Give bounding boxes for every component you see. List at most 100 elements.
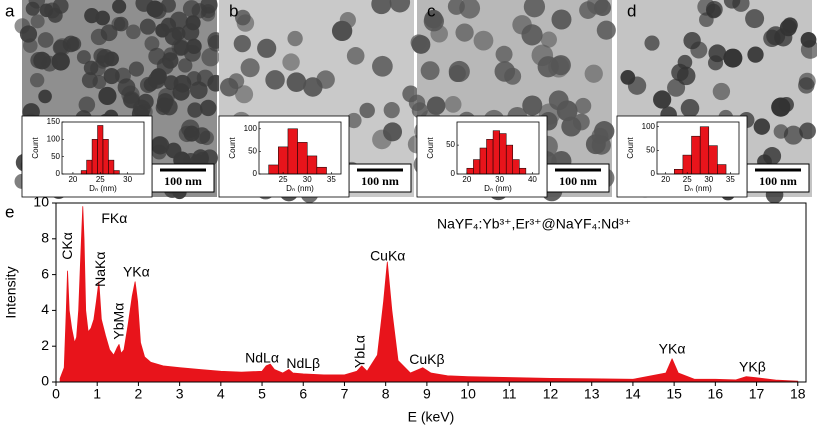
x-tick-label: 25 xyxy=(683,175,692,184)
x-tick-label: 9 xyxy=(423,386,431,402)
y-tick-label: 0 xyxy=(651,169,656,178)
nanoparticle xyxy=(112,0,127,14)
x-tick-label: 25 xyxy=(96,175,105,184)
inset-box xyxy=(616,115,748,198)
x-tick-label: 12 xyxy=(543,386,559,402)
nanoparticle xyxy=(644,35,660,51)
nanoparticle xyxy=(178,58,193,73)
histogram-bar xyxy=(479,147,487,175)
nanoparticle xyxy=(181,23,200,41)
inset-axes xyxy=(456,121,540,175)
x-tick-label: 30 xyxy=(495,175,504,184)
histogram-bar xyxy=(466,167,474,175)
x-tick-label: 35 xyxy=(726,175,735,184)
nanoparticle xyxy=(19,25,38,43)
y-tick-label: 0 xyxy=(56,169,61,178)
nanoparticle xyxy=(522,95,543,116)
inset-axes xyxy=(61,121,145,175)
x-tick-label: 6 xyxy=(299,386,307,402)
nanoparticle xyxy=(683,31,701,50)
nanoparticle xyxy=(723,48,743,68)
peak-label: YKβ xyxy=(739,358,766,374)
nanoparticle xyxy=(763,147,782,166)
nanoparticle xyxy=(778,96,794,113)
nanoparticle xyxy=(164,27,183,46)
x-tick-label: 8 xyxy=(382,386,390,402)
x-tick-label: 5 xyxy=(258,386,266,402)
nanoparticle xyxy=(408,94,426,112)
x-tick-label: 2 xyxy=(135,386,143,402)
x-tick-label: 15 xyxy=(666,386,682,402)
nanoparticle xyxy=(371,0,392,15)
x-tick-label: 25 xyxy=(279,175,288,184)
nanoparticle xyxy=(783,125,803,145)
nanoparticle xyxy=(182,0,201,18)
nanoparticle xyxy=(169,11,188,30)
x-tick-label: 1 xyxy=(93,386,101,402)
histogram-bar xyxy=(519,167,527,175)
nanoparticle xyxy=(98,86,117,106)
x-tick-label: 30 xyxy=(704,175,713,184)
nanoparticle xyxy=(52,39,69,56)
nanoparticle xyxy=(680,98,700,118)
nanoparticle xyxy=(287,30,303,47)
histogram-bar xyxy=(674,169,684,175)
histogram-bar xyxy=(486,139,494,175)
inset-box xyxy=(21,115,153,198)
nanoparticle xyxy=(151,144,167,160)
nanoparticle xyxy=(30,14,45,29)
nanoparticle xyxy=(139,18,156,35)
scale-bar-label: 100 nm xyxy=(361,174,399,188)
y-axis-label: Count xyxy=(31,137,40,159)
nanoparticle xyxy=(551,9,572,30)
peak-label: NdLα xyxy=(245,349,279,365)
y-tick-label: 50 xyxy=(248,147,257,156)
peak-label: YbMα xyxy=(111,303,127,340)
x-tick-label: 7 xyxy=(341,386,349,402)
panel-label: b xyxy=(229,1,238,20)
peak-label: CKα xyxy=(59,232,75,260)
y-tick-label: 50 xyxy=(51,152,60,161)
nanoparticle xyxy=(495,45,513,63)
nanoparticle xyxy=(747,46,764,63)
nanoparticle xyxy=(745,9,765,29)
inset-axes xyxy=(656,121,740,175)
nanoparticle xyxy=(29,72,45,88)
panel-label: d xyxy=(627,1,636,20)
nanoparticle xyxy=(523,0,546,18)
histogram-bar xyxy=(297,142,308,175)
nanoparticle xyxy=(257,38,277,58)
histogram-bar xyxy=(97,125,104,175)
histogram-bar xyxy=(268,164,279,175)
nanoparticle xyxy=(160,0,176,13)
nanoparticle xyxy=(444,96,462,113)
nanoparticle xyxy=(426,96,446,115)
nanoparticle xyxy=(200,7,216,22)
nanoparticle xyxy=(667,78,686,97)
histogram-bar xyxy=(86,159,93,175)
nanoparticle xyxy=(78,96,96,114)
nanoparticle xyxy=(712,82,731,101)
histogram-bar xyxy=(492,130,500,175)
histogram-bar xyxy=(113,170,120,175)
nanoparticle xyxy=(579,1,597,19)
y-tick-label: 4 xyxy=(41,301,49,317)
peak-label: YbLα xyxy=(352,335,368,368)
nanoparticle xyxy=(494,61,516,82)
nanoparticle xyxy=(455,23,474,42)
chart-title: NaYF₄:Yb³⁺,Er³⁺@NaYF₄:Nd³⁺ xyxy=(437,216,631,232)
nanoparticle xyxy=(303,77,323,97)
nanoparticle xyxy=(448,60,470,83)
histogram-bar xyxy=(505,144,514,175)
nanoparticle xyxy=(187,102,203,118)
nanoparticle xyxy=(521,24,543,46)
nanoparticle xyxy=(424,9,443,29)
nanoparticle xyxy=(200,99,217,117)
x-tick-label: 16 xyxy=(708,386,724,402)
x-tick-label: 14 xyxy=(625,386,641,402)
histogram-bar xyxy=(499,133,507,175)
nanoparticle xyxy=(140,76,157,94)
x-tick-label: 10 xyxy=(460,386,476,402)
nanoparticle xyxy=(103,67,120,85)
x-tick-label: 18 xyxy=(790,386,806,402)
